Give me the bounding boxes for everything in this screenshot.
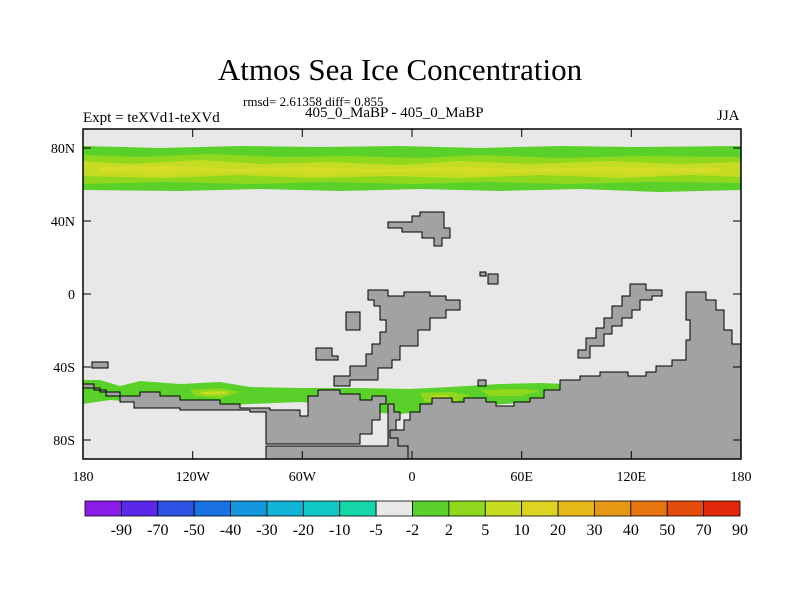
- colorbar-swatch: [557, 500, 595, 517]
- colorbar-label: -70: [147, 522, 168, 539]
- colorbar-label: 50: [659, 522, 675, 539]
- land-central-continent: [333, 289, 461, 387]
- lon-label: 180: [731, 470, 752, 485]
- lon-label: 60W: [289, 470, 317, 485]
- case-label: 405_0_MaBP - 405_0_MaBP: [305, 105, 484, 121]
- lat-label: 40S: [53, 361, 75, 376]
- colorbar-swatch: [448, 500, 486, 517]
- colorbar-label: 20: [550, 522, 566, 539]
- lat-label: 80S: [53, 434, 75, 449]
- colorbar-label: 90: [732, 522, 748, 539]
- colorbar-swatch: [120, 500, 159, 517]
- colorbar-swatch: [666, 500, 705, 517]
- colorbar-swatch: [84, 500, 122, 517]
- land-small-island-b: [487, 273, 499, 285]
- map-panel: 80N 40N 0 40S 80S 180 120W 60W 0 60E 120…: [51, 128, 752, 485]
- colorbar-label: -50: [184, 522, 205, 539]
- chart-title: Atmos Sea Ice Concentration: [217, 52, 583, 87]
- southern-ice-inner: [200, 391, 450, 399]
- colorbar-swatch: [230, 500, 268, 517]
- experiment-label: Expt = teXVd1-teXVd: [83, 110, 220, 126]
- lat-label: 40N: [51, 215, 75, 230]
- colorbar-label: -2: [406, 522, 419, 539]
- colorbar-label: 30: [586, 522, 602, 539]
- longitude-labels: 180 120W 60W 0 60E 120E 180: [73, 470, 752, 485]
- colorbar: -90 -70 -50 -40 -30 -20 -10 -5 -2 2 5 10 20 30 40 50 70 9…: [84, 500, 748, 539]
- season-label: JJA: [717, 108, 740, 124]
- land-north-america-fragment: [387, 211, 451, 247]
- latitude-ticks: [83, 147, 741, 441]
- arctic-ice-peak: [100, 166, 720, 173]
- colorbar-label: 5: [481, 522, 489, 539]
- colorbar-swatch: [339, 500, 377, 517]
- colorbar-label: -40: [220, 522, 241, 539]
- colorbar-swatch: [630, 500, 668, 517]
- lon-label: 0: [409, 470, 416, 485]
- colorbar-label: 70: [696, 522, 712, 539]
- colorbar-label: -20: [293, 522, 314, 539]
- land-small-island-c: [91, 361, 109, 369]
- land-east-peninsula: [577, 283, 663, 359]
- arctic-ice-band: [83, 146, 741, 192]
- rmsd-diff-stats: rmsd= 2.61358 diff= 0.855: [243, 94, 384, 109]
- colorbar-swatch: [157, 500, 195, 517]
- colorbar-label: -10: [329, 522, 350, 539]
- land-mask: [82, 211, 742, 460]
- land-west-fragment: [315, 347, 339, 361]
- colorbar-swatch: [412, 500, 450, 517]
- colorbar-swatch: [521, 500, 559, 517]
- lon-label: 180: [73, 470, 94, 485]
- colorbar-swatch: [302, 500, 341, 517]
- land-small-island-a: [479, 271, 487, 277]
- colorbar-swatch: [375, 500, 413, 517]
- lon-label: 60E: [510, 470, 533, 485]
- land-central-island: [345, 311, 361, 331]
- land-antarctica-west: [82, 383, 409, 460]
- latitude-labels: 80N 40N 0 40S 80S: [51, 142, 75, 449]
- colorbar-swatch: [594, 500, 632, 517]
- colorbar-label: 40: [623, 522, 639, 539]
- lon-label: 120W: [176, 470, 211, 485]
- lon-label: 120E: [617, 470, 647, 485]
- colorbar-label: 10: [514, 522, 530, 539]
- colorbar-swatch: [266, 500, 304, 517]
- colorbar-swatch: [484, 500, 523, 517]
- longitude-ticks: [82, 129, 742, 459]
- colorbar-label: -30: [256, 522, 277, 539]
- lat-label: 80N: [51, 142, 75, 157]
- colorbar-label: 2: [445, 522, 453, 539]
- colorbar-swatch: [703, 500, 741, 517]
- lat-label: 0: [68, 288, 75, 303]
- colorbar-swatch: [193, 500, 231, 517]
- land-small-island-d: [477, 379, 487, 387]
- colorbar-label: -5: [369, 522, 382, 539]
- colorbar-label: -90: [111, 522, 132, 539]
